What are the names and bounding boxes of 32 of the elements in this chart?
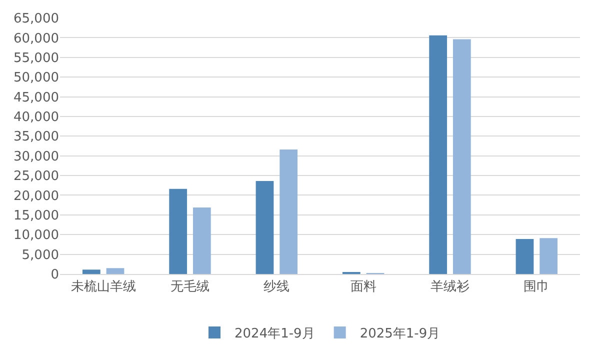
bar	[452, 39, 471, 274]
legend-label: 2024年1-9月	[234, 326, 315, 342]
y-tick-label: 55,000	[14, 50, 59, 66]
y-tick-label: 35,000	[14, 130, 59, 145]
y-tick-label: 30,000	[14, 149, 59, 164]
y-tick-label: 25,000	[14, 169, 59, 184]
bar	[516, 238, 534, 274]
x-tick-label: 未梳山羊绒	[70, 280, 136, 295]
bar	[540, 238, 558, 274]
x-tick-label: 羊绒衫	[430, 280, 470, 295]
x-tick-label: 无毛绒	[170, 280, 210, 295]
bar	[82, 270, 100, 274]
bar	[256, 181, 274, 274]
y-tick-label: 60,000	[14, 31, 59, 46]
y-tick-label: 10,000	[14, 228, 59, 244]
bar	[429, 35, 448, 274]
x-tick-label: 围巾	[524, 280, 550, 295]
y-tick-label: 0	[50, 268, 59, 283]
x-tick-label: 面料	[350, 280, 376, 295]
y-tick-label: 45,000	[14, 90, 59, 106]
y-tick-label: 50,000	[14, 70, 59, 86]
bar	[106, 268, 124, 274]
y-tick-label: 15,000	[14, 208, 59, 224]
bar	[169, 188, 188, 274]
y-tick-label: 20,000	[14, 188, 59, 204]
x-tick-label: 纱线	[264, 280, 290, 295]
y-tick-label: 40,000	[14, 110, 59, 126]
bar	[192, 207, 211, 274]
bar	[280, 150, 298, 274]
y-tick-label: 65,000	[14, 12, 59, 27]
legend-label: 2025年1-9月	[360, 326, 440, 342]
y-tick-label: 5,000	[22, 248, 59, 263]
